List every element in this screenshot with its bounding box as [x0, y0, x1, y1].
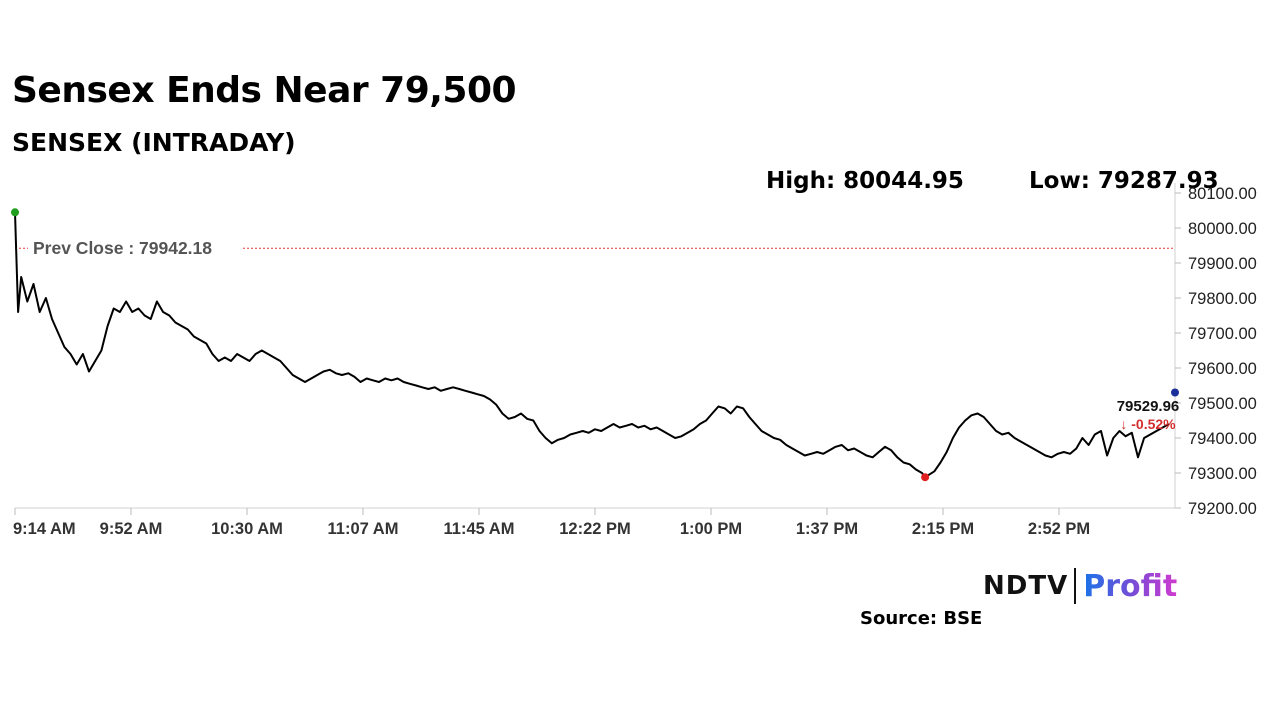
day-low-marker [921, 473, 930, 482]
x-tick-label: 12:22 PM [559, 520, 631, 538]
x-tick-label: 9:14 AM [13, 520, 76, 538]
chart-title: SENSEX (INTRADAY) [12, 128, 296, 157]
source-credit: Source: BSE [860, 608, 983, 629]
y-tick-label: 79900.00 [1188, 255, 1257, 273]
ndtv-profit-logo: NDTV Profit [983, 566, 1177, 606]
y-tick-label: 79500.00 [1188, 395, 1257, 413]
day-high-stat: High: 80044.95 [766, 168, 964, 194]
x-tick-label: 11:45 AM [444, 520, 515, 538]
y-tick-label: 79400.00 [1188, 430, 1257, 448]
last-price-marker [1171, 388, 1179, 397]
prev-close-label: Prev Close : 79942.18 [33, 238, 212, 258]
headline: Sensex Ends Near 79,500 [12, 70, 517, 111]
logo-ndtv-text: NDTV [983, 571, 1069, 601]
x-tick-label: 9:52 AM [100, 520, 163, 538]
sensex-series-line [14, 212, 1170, 479]
y-tick-label: 79800.00 [1188, 290, 1257, 308]
open-point-marker [11, 208, 19, 217]
prev-close-label-bg [28, 235, 242, 262]
x-tick-label: 1:37 PM [796, 520, 858, 538]
x-tick-label: 10:30 AM [211, 520, 283, 538]
y-tick-label: 79700.00 [1188, 325, 1257, 343]
change-percent-label: ↓ -0.52% [1120, 416, 1176, 432]
logo-divider [1074, 568, 1077, 604]
day-low-stat: Low: 79287.93 [1029, 168, 1219, 194]
y-tick-label: 79200.00 [1188, 500, 1257, 518]
last-price-label: 79529.96 [1117, 398, 1180, 415]
y-tick-label: 80000.00 [1188, 220, 1257, 238]
x-tick-label: 2:15 PM [912, 520, 974, 538]
x-tick-label: 11:07 AM [328, 520, 399, 538]
y-tick-label: 79600.00 [1188, 360, 1257, 378]
x-tick-label: 1:00 PM [680, 520, 742, 538]
logo-profit-text: Profit [1083, 568, 1178, 604]
y-tick-label: 79300.00 [1188, 465, 1257, 483]
y-tick-label: 80100.00 [1188, 185, 1257, 203]
x-tick-label: 2:52 PM [1028, 520, 1090, 538]
